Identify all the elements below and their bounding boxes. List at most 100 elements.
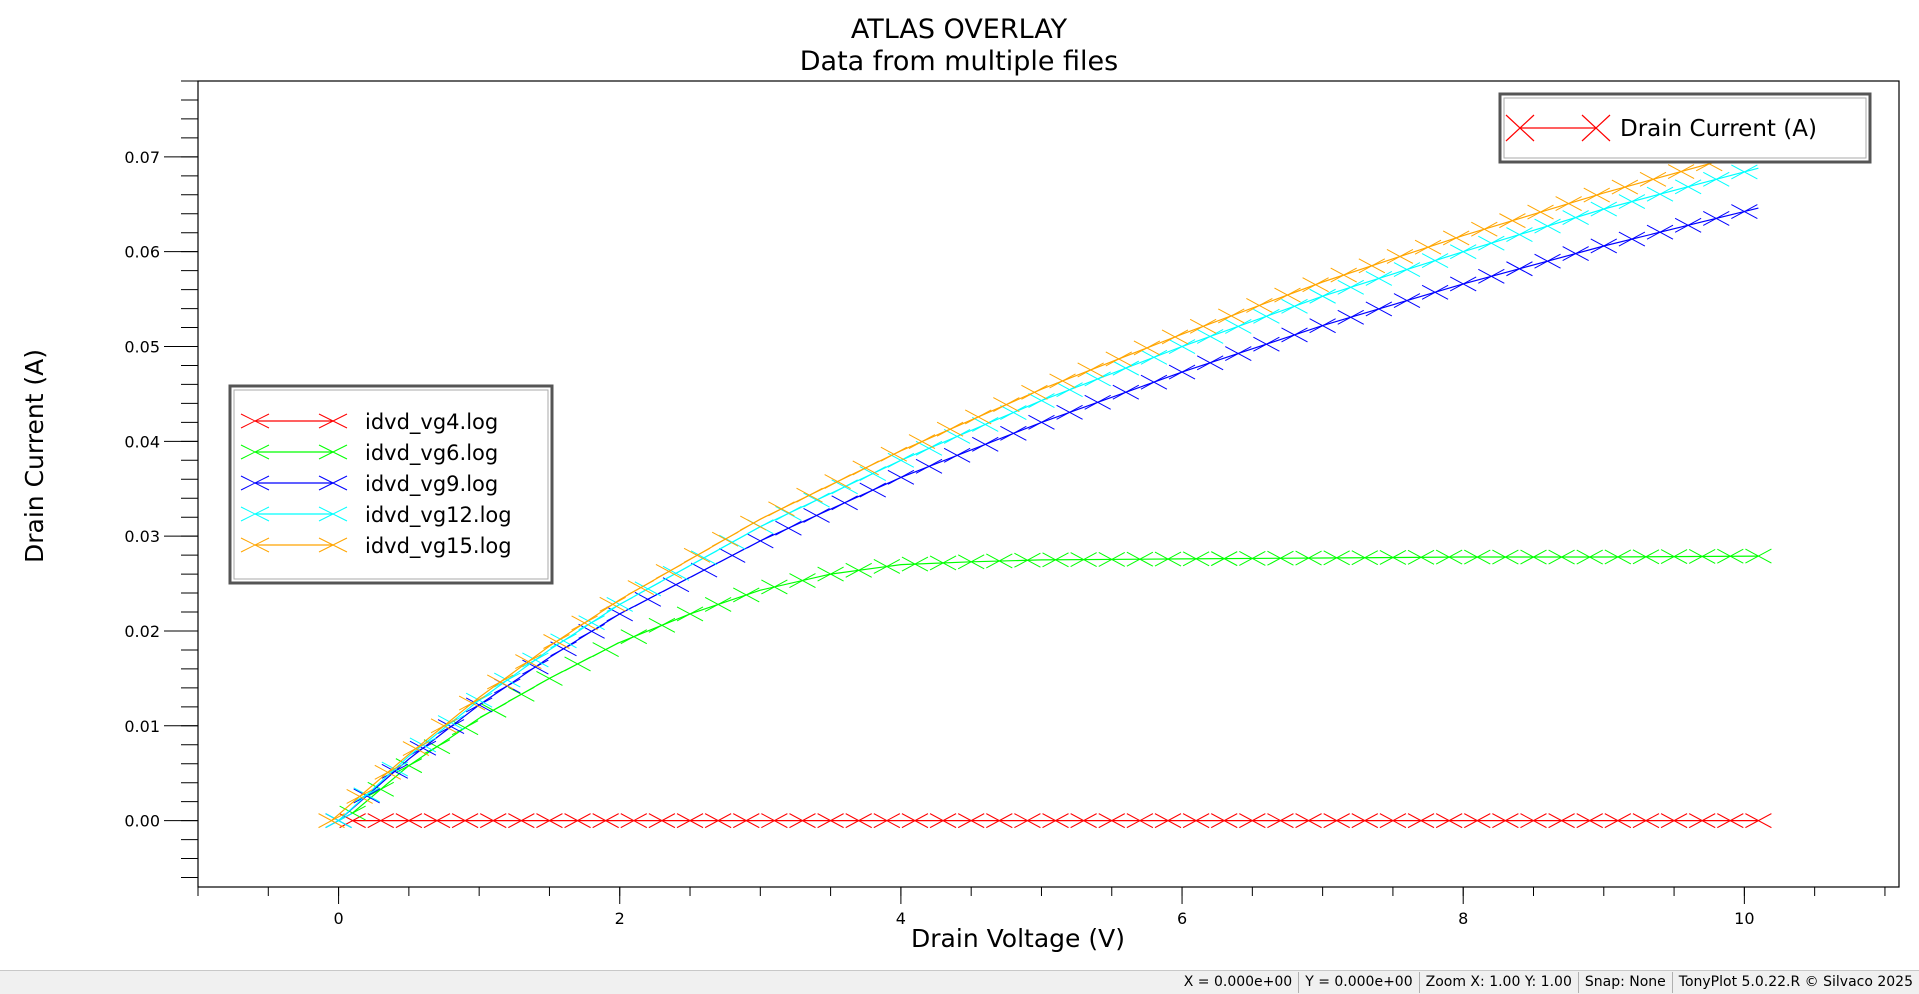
data-point <box>1028 414 1055 430</box>
data-point <box>1667 164 1695 179</box>
data-point <box>1449 244 1477 260</box>
data-point <box>1168 339 1196 354</box>
data-point <box>1660 549 1688 565</box>
data-point <box>1674 217 1702 233</box>
data-point <box>592 642 619 658</box>
legend-marker-icon <box>240 444 270 460</box>
data-point <box>1126 813 1154 829</box>
data-point <box>1688 548 1716 564</box>
data-point <box>1218 308 1245 324</box>
data-point <box>1548 549 1575 565</box>
data-point <box>775 520 802 536</box>
quantity-legend[interactable]: Drain Current (A) <box>1498 92 1872 164</box>
legend-item[interactable]: idvd_vg9.log <box>240 472 498 497</box>
data-point <box>1084 371 1111 387</box>
data-point <box>1414 239 1442 255</box>
data-point <box>1688 813 1716 829</box>
data-point <box>1281 298 1308 314</box>
data-point <box>1660 813 1688 829</box>
data-point <box>796 487 823 503</box>
series-idvd-vg12-log <box>325 164 1759 829</box>
data-point <box>1358 258 1386 274</box>
data-point <box>733 813 760 829</box>
data-point <box>1140 374 1168 390</box>
data-point <box>768 501 795 517</box>
data-point <box>1098 551 1125 567</box>
chart[interactable]: ATLAS OVERLAY Data from multiple files 0… <box>0 0 1919 970</box>
x-tick-label: 0 <box>333 909 343 928</box>
data-point <box>1267 550 1294 566</box>
data-point <box>655 564 683 579</box>
legend-item[interactable]: idvd_vg15.log <box>240 534 512 559</box>
data-point <box>1421 253 1449 269</box>
data-point <box>1225 346 1252 361</box>
data-point <box>1386 249 1414 264</box>
data-point <box>599 596 626 612</box>
data-point <box>733 587 760 603</box>
data-point <box>1351 550 1379 566</box>
data-point <box>1632 813 1660 829</box>
series-layer <box>318 148 1772 829</box>
data-point <box>852 460 879 476</box>
data-point <box>1731 164 1758 180</box>
data-point <box>1506 261 1533 277</box>
data-point <box>662 577 690 593</box>
data-point <box>1105 351 1133 367</box>
data-point <box>1042 813 1069 829</box>
data-point <box>325 813 352 829</box>
data-point <box>824 474 851 489</box>
data-point <box>845 562 872 578</box>
data-point <box>1274 287 1301 303</box>
data-point <box>1196 355 1224 371</box>
data-point <box>1478 235 1505 251</box>
legend-marker-icon <box>318 506 348 522</box>
x-tick-label: 6 <box>1177 909 1187 928</box>
data-point <box>761 813 788 829</box>
data-point <box>346 789 373 804</box>
legend-item[interactable]: idvd_vg6.log <box>240 441 498 466</box>
data-point <box>1646 186 1674 202</box>
data-point <box>1267 813 1294 829</box>
y-tick-label: 0.00 <box>124 812 160 831</box>
chart-subtitle: Data from multiple files <box>800 46 1119 77</box>
data-point <box>676 606 704 622</box>
legend-item[interactable]: idvd_vg4.log <box>240 410 498 435</box>
data-point <box>1126 551 1154 567</box>
data-point <box>929 813 957 829</box>
data-point <box>543 634 570 649</box>
legend-item[interactable]: idvd_vg12.log <box>240 503 512 528</box>
y-tick-label: 0.02 <box>124 622 160 641</box>
data-point <box>634 581 662 597</box>
data-point <box>1464 549 1491 565</box>
data-point <box>1196 329 1224 344</box>
y-tick-label: 0.04 <box>124 432 160 451</box>
data-point <box>1492 813 1519 829</box>
data-point <box>508 686 535 702</box>
status-zoom: Zoom X: 1.00 Y: 1.00 <box>1418 972 1578 993</box>
data-point <box>458 695 486 711</box>
data-point <box>1189 318 1217 334</box>
data-point <box>1056 404 1083 420</box>
data-point <box>1435 549 1463 565</box>
data-point <box>1365 301 1393 317</box>
data-point <box>676 813 704 829</box>
data-point <box>1210 813 1238 829</box>
legend-label: idvd_vg6.log <box>365 441 498 466</box>
data-point <box>508 813 535 829</box>
data-point <box>620 629 648 645</box>
data-point <box>1618 194 1646 210</box>
data-point <box>564 656 591 672</box>
series-legend[interactable]: idvd_vg4.log idvd_vg6.log idvd_vg9.logidvd… <box>228 384 554 585</box>
data-point <box>1478 268 1505 284</box>
data-point <box>1302 277 1329 293</box>
data-point <box>451 813 479 829</box>
data-point <box>1000 405 1027 420</box>
legend-label: idvd_vg12.log <box>365 503 512 528</box>
data-point <box>1604 549 1632 565</box>
data-point <box>1210 551 1238 567</box>
data-point <box>1028 393 1055 408</box>
x-tick-label: 10 <box>1734 909 1754 928</box>
data-point <box>1154 551 1182 567</box>
data-point <box>1168 364 1196 380</box>
data-point <box>1492 549 1519 565</box>
